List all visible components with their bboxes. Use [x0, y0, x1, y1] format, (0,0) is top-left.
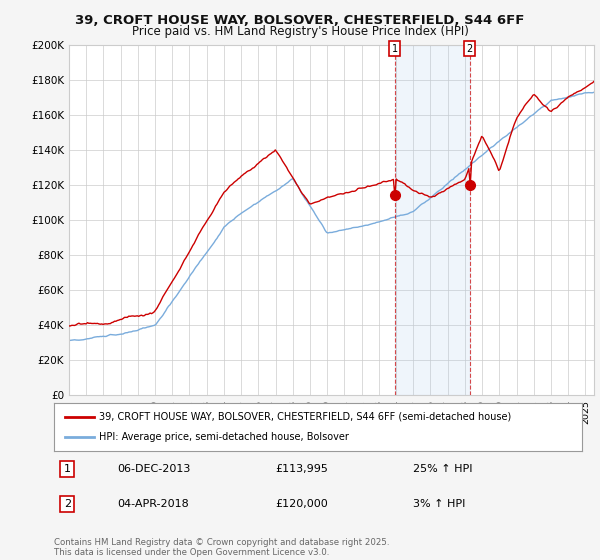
Text: Price paid vs. HM Land Registry's House Price Index (HPI): Price paid vs. HM Land Registry's House … — [131, 25, 469, 38]
Text: 25% ↑ HPI: 25% ↑ HPI — [413, 464, 473, 474]
Text: £120,000: £120,000 — [276, 499, 329, 509]
Bar — [395, 45, 470, 395]
Text: 06-DEC-2013: 06-DEC-2013 — [118, 464, 191, 474]
Text: 39, CROFT HOUSE WAY, BOLSOVER, CHESTERFIELD, S44 6FF: 39, CROFT HOUSE WAY, BOLSOVER, CHESTERFI… — [76, 14, 524, 27]
Text: £113,995: £113,995 — [276, 464, 329, 474]
Text: 04-APR-2018: 04-APR-2018 — [118, 499, 189, 509]
Text: 1: 1 — [64, 464, 71, 474]
Text: 1: 1 — [392, 44, 398, 54]
Text: 2: 2 — [64, 499, 71, 509]
Text: 2: 2 — [466, 44, 473, 54]
Text: 3% ↑ HPI: 3% ↑ HPI — [413, 499, 466, 509]
Text: HPI: Average price, semi-detached house, Bolsover: HPI: Average price, semi-detached house,… — [99, 432, 349, 442]
Text: 39, CROFT HOUSE WAY, BOLSOVER, CHESTERFIELD, S44 6FF (semi-detached house): 39, CROFT HOUSE WAY, BOLSOVER, CHESTERFI… — [99, 412, 511, 422]
Text: Contains HM Land Registry data © Crown copyright and database right 2025.
This d: Contains HM Land Registry data © Crown c… — [54, 538, 389, 557]
